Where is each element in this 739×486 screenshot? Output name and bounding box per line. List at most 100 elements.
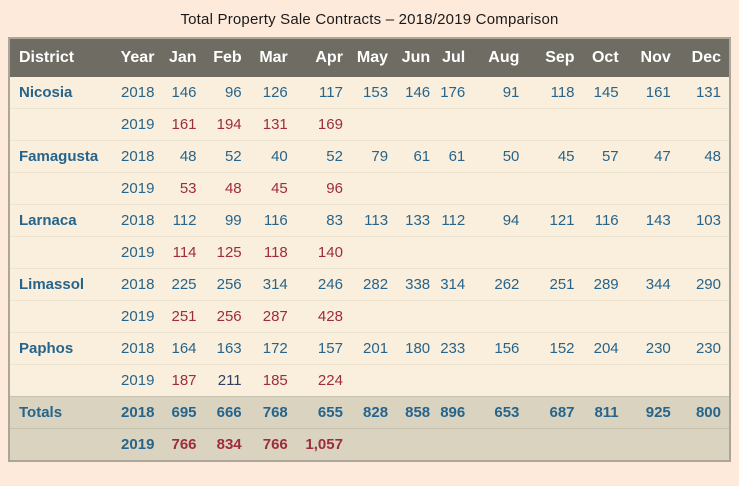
value-cell-jul	[438, 429, 473, 462]
value-cell-feb: 163	[216, 340, 242, 357]
value-cell-jun: 133	[405, 212, 431, 229]
value-cell-feb: 666	[216, 404, 242, 421]
value-cell-apr: 96	[326, 180, 343, 197]
value-cell-apr: 83	[326, 212, 343, 229]
value-cell-apr: 157	[317, 340, 343, 357]
value-cell-oct	[583, 173, 627, 205]
value-cell-nov	[627, 173, 679, 205]
value-cell-jan: 164	[171, 340, 197, 357]
value-cell-nov	[627, 109, 679, 141]
value-cell-feb: 834	[216, 436, 242, 453]
value-cell-jun	[396, 429, 438, 462]
value-cell-jan: 53	[179, 180, 197, 197]
district-row-2018: Famagusta 2018 48 52 40 52 79 61 61 50 45 57 47 48	[9, 140, 730, 173]
value-cell-jul	[438, 365, 473, 397]
value-cell-aug: 50	[502, 148, 520, 165]
value-cell-sep	[527, 237, 582, 269]
value-cell-may	[351, 109, 396, 141]
value-cell-jun: 858	[405, 404, 431, 421]
value-cell-aug: 653	[494, 404, 520, 421]
district-row-2019: 2019 161 194 131 169	[9, 108, 730, 141]
value-cell-dec	[679, 429, 730, 462]
district-cell: Limassol	[19, 276, 85, 293]
value-cell-jul: 233	[440, 340, 466, 357]
value-cell-jan: 225	[171, 276, 197, 293]
year-cell: 2018	[121, 148, 155, 165]
value-cell-oct: 811	[594, 404, 619, 421]
value-cell-nov: 143	[645, 212, 671, 229]
value-cell-sep	[527, 109, 582, 141]
value-cell-jan: 766	[171, 436, 197, 453]
value-cell-aug	[473, 109, 527, 141]
district-row-2019: 2019 187 211 185 224	[9, 364, 730, 397]
value-cell-jan: 187	[171, 372, 197, 389]
value-cell-oct	[583, 301, 627, 333]
value-cell-jan: 251	[171, 308, 197, 325]
value-cell-sep: 45	[557, 148, 575, 165]
value-cell-dec: 290	[695, 276, 721, 293]
year-cell: 2019	[121, 116, 155, 133]
value-cell-jun: 146	[405, 84, 431, 101]
value-cell-mar: 768	[262, 404, 288, 421]
value-cell-sep: 121	[549, 212, 575, 229]
value-cell-aug: 156	[494, 340, 520, 357]
value-cell-sep: 687	[549, 404, 575, 421]
value-cell-dec	[679, 173, 730, 205]
district-row-2019: 2019 53 48 45 96	[9, 172, 730, 205]
column-header-year: Year	[117, 38, 163, 77]
value-cell-dec: 48	[704, 148, 721, 165]
value-cell-aug: 94	[502, 212, 520, 229]
value-cell-nov: 47	[654, 148, 671, 165]
column-header-may: May	[350, 38, 397, 77]
column-header-district: District	[9, 38, 118, 77]
value-cell-mar: 314	[262, 276, 288, 293]
value-cell-jun: 338	[405, 276, 431, 293]
value-cell-aug: 91	[502, 84, 520, 101]
contracts-table: District Year Jan Feb Mar Apr May Jun Jul Aug Sep O…	[8, 37, 731, 462]
value-cell-apr: 117	[319, 84, 343, 101]
value-cell-nov	[627, 301, 679, 333]
value-cell-sep: 251	[549, 276, 575, 293]
value-cell-feb: 211	[217, 372, 242, 389]
value-cell-apr: 428	[317, 308, 343, 325]
column-header-feb: Feb	[204, 38, 250, 77]
district-cell	[9, 109, 117, 141]
value-cell-aug	[473, 429, 527, 462]
column-header-jun: Jun	[396, 38, 439, 77]
value-cell-aug	[473, 237, 527, 269]
value-cell-sep	[527, 301, 582, 333]
value-cell-jun	[396, 301, 438, 333]
value-cell-feb: 96	[224, 84, 242, 101]
value-cell-dec: 131	[695, 84, 721, 101]
value-cell-apr: 169	[317, 116, 343, 133]
value-cell-aug	[473, 301, 527, 333]
value-cell-sep	[527, 365, 582, 397]
value-cell-sep: 152	[549, 340, 575, 357]
district-row-2019: 2019 251 256 287 428	[9, 300, 730, 333]
year-cell: 2019	[121, 244, 155, 261]
value-cell-apr: 246	[317, 276, 343, 293]
value-cell-jul: 176	[440, 84, 466, 101]
value-cell-feb: 52	[224, 148, 242, 165]
value-cell-oct: 289	[593, 276, 619, 293]
page-title: Total Property Sale Contracts – 2018/201…	[180, 11, 559, 28]
value-cell-jul: 314	[440, 276, 466, 293]
value-cell-may	[351, 429, 396, 462]
value-cell-apr: 655	[317, 404, 343, 421]
year-cell: 2018	[121, 404, 155, 421]
value-cell-feb: 194	[216, 116, 242, 133]
value-cell-jul	[438, 301, 473, 333]
value-cell-jun	[396, 109, 438, 141]
value-cell-feb: 99	[224, 212, 242, 229]
column-header-dec: Dec	[678, 38, 730, 77]
value-cell-mar: 131	[262, 116, 288, 133]
value-cell-feb: 48	[224, 180, 242, 197]
value-cell-oct	[583, 365, 627, 397]
value-cell-jun: 180	[405, 340, 431, 357]
value-cell-mar: 172	[262, 340, 288, 357]
column-header-aug: Aug	[473, 38, 528, 77]
value-cell-jan: 48	[179, 148, 197, 165]
value-cell-dec	[679, 301, 730, 333]
column-header-oct: Oct	[582, 38, 627, 77]
value-cell-mar: 40	[271, 148, 288, 165]
